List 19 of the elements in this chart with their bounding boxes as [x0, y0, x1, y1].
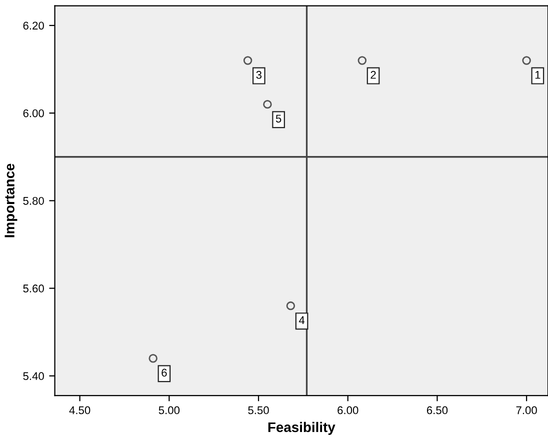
x-axis-title: Feasibility: [268, 422, 336, 435]
annotation: 4: [298, 316, 305, 324]
x-tick-label: 6.00: [338, 406, 358, 414]
y-tick-label: 5.60: [23, 284, 44, 292]
annotation: 6: [162, 368, 167, 377]
x-tick-label: 5.50: [248, 406, 269, 414]
x-tick-label: 7.00: [516, 406, 537, 414]
y-tick-label: 6.00: [23, 109, 44, 118]
annotation: 3: [256, 70, 262, 79]
annotation: 2: [370, 70, 376, 79]
y-tick-label: 5.80: [23, 196, 44, 205]
x-tick-label: 4.50: [69, 406, 90, 414]
x-tick-label: 5.00: [158, 406, 180, 414]
y-tick-label: 6.20: [23, 22, 44, 30]
y-tick-label: 5.40: [23, 372, 44, 380]
y-axis-title: Importance: [4, 164, 18, 238]
annotation: 1: [535, 71, 540, 79]
x-tick-label: 6.50: [426, 406, 448, 414]
annotation: 5: [276, 114, 282, 123]
